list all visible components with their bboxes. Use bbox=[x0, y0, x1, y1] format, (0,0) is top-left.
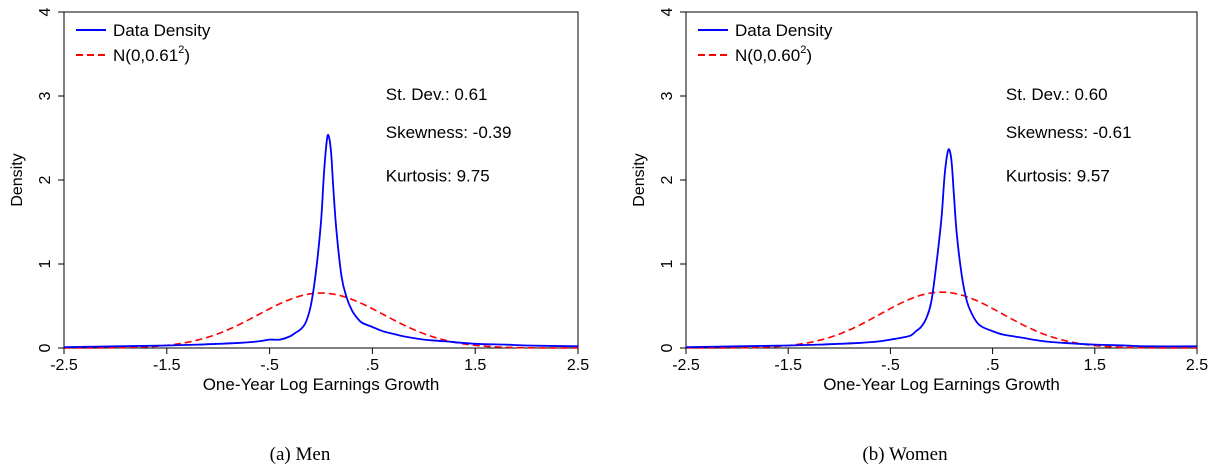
legend-label-data-density: Data Density bbox=[113, 21, 211, 40]
x-tick-label: 2.5 bbox=[567, 357, 589, 374]
series-normal-line bbox=[64, 292, 578, 349]
annotation-st-dev: St. Dev.: 0.61 bbox=[386, 85, 488, 104]
x-tick-label: -.5 bbox=[260, 357, 279, 374]
panel-caption: (b) Women bbox=[862, 444, 948, 465]
curves bbox=[685, 148, 1198, 349]
x-tick-label: .5 bbox=[366, 357, 379, 374]
y-axis-label: Density bbox=[9, 153, 26, 206]
y-tick-label: 4 bbox=[659, 7, 676, 16]
y-tick-label: 3 bbox=[659, 91, 676, 100]
x-tick-label: 1.5 bbox=[464, 357, 486, 374]
legend-label-normal: N(0,0.612) bbox=[113, 44, 190, 65]
annotation-skewness: Skewness: -0.61 bbox=[1006, 123, 1132, 142]
curves bbox=[63, 133, 579, 349]
series-data-density-line bbox=[685, 148, 1198, 349]
x-axis-label: One-Year Log Earnings Growth bbox=[823, 375, 1060, 394]
y-tick-label: 2 bbox=[37, 175, 54, 184]
y-tick-label: 1 bbox=[37, 259, 54, 268]
x-axis-ticks: -2.5 -1.5 -.5 .5 1.5 2.5 bbox=[672, 348, 1208, 374]
y-tick-label: 0 bbox=[659, 343, 676, 352]
legend-label-data-density: Data Density bbox=[735, 21, 833, 40]
annotation-skewness: Skewness: -0.39 bbox=[386, 123, 512, 142]
y-axis-ticks: 0 1 2 3 4 bbox=[37, 7, 64, 352]
legend: Data Density N(0,0.612) bbox=[76, 21, 211, 65]
x-axis-label: One-Year Log Earnings Growth bbox=[203, 375, 440, 394]
panel-men: 0 1 2 3 4 -2.5 -1.5 -.5 .5 1.5 2.5 Density One-Ye… bbox=[9, 7, 589, 465]
annotation-kurtosis: Kurtosis: 9.57 bbox=[1006, 167, 1110, 186]
legend: Data Density N(0,0.602) bbox=[698, 21, 833, 65]
annotation-kurtosis: Kurtosis: 9.75 bbox=[386, 167, 490, 186]
x-tick-label: -2.5 bbox=[50, 357, 78, 374]
series-normal-line bbox=[686, 291, 1197, 349]
x-tick-label: 1.5 bbox=[1084, 357, 1106, 374]
x-tick-label: -1.5 bbox=[153, 357, 181, 374]
annotation-st-dev: St. Dev.: 0.60 bbox=[1006, 85, 1108, 104]
y-tick-label: 1 bbox=[659, 259, 676, 268]
x-axis-ticks: -2.5 -1.5 -.5 .5 1.5 2.5 bbox=[50, 348, 589, 374]
y-tick-label: 2 bbox=[659, 175, 676, 184]
y-tick-label: 0 bbox=[37, 343, 54, 352]
panel-women: 0 1 2 3 4 -2.5 -1.5 -.5 .5 1.5 2.5 Density One-Ye… bbox=[631, 7, 1208, 465]
x-tick-label: -.5 bbox=[881, 357, 900, 374]
x-tick-label: -1.5 bbox=[774, 357, 802, 374]
y-axis-ticks: 0 1 2 3 4 bbox=[659, 7, 686, 352]
x-tick-label: .5 bbox=[986, 357, 999, 374]
x-tick-label: 2.5 bbox=[1186, 357, 1208, 374]
y-tick-label: 4 bbox=[37, 7, 54, 16]
x-tick-label: -2.5 bbox=[672, 357, 700, 374]
series-data-density-line bbox=[63, 133, 579, 349]
legend-label-normal: N(0,0.602) bbox=[735, 44, 812, 65]
y-axis-label: Density bbox=[631, 153, 648, 206]
y-tick-label: 3 bbox=[37, 91, 54, 100]
panel-caption: (a) Men bbox=[270, 444, 331, 465]
